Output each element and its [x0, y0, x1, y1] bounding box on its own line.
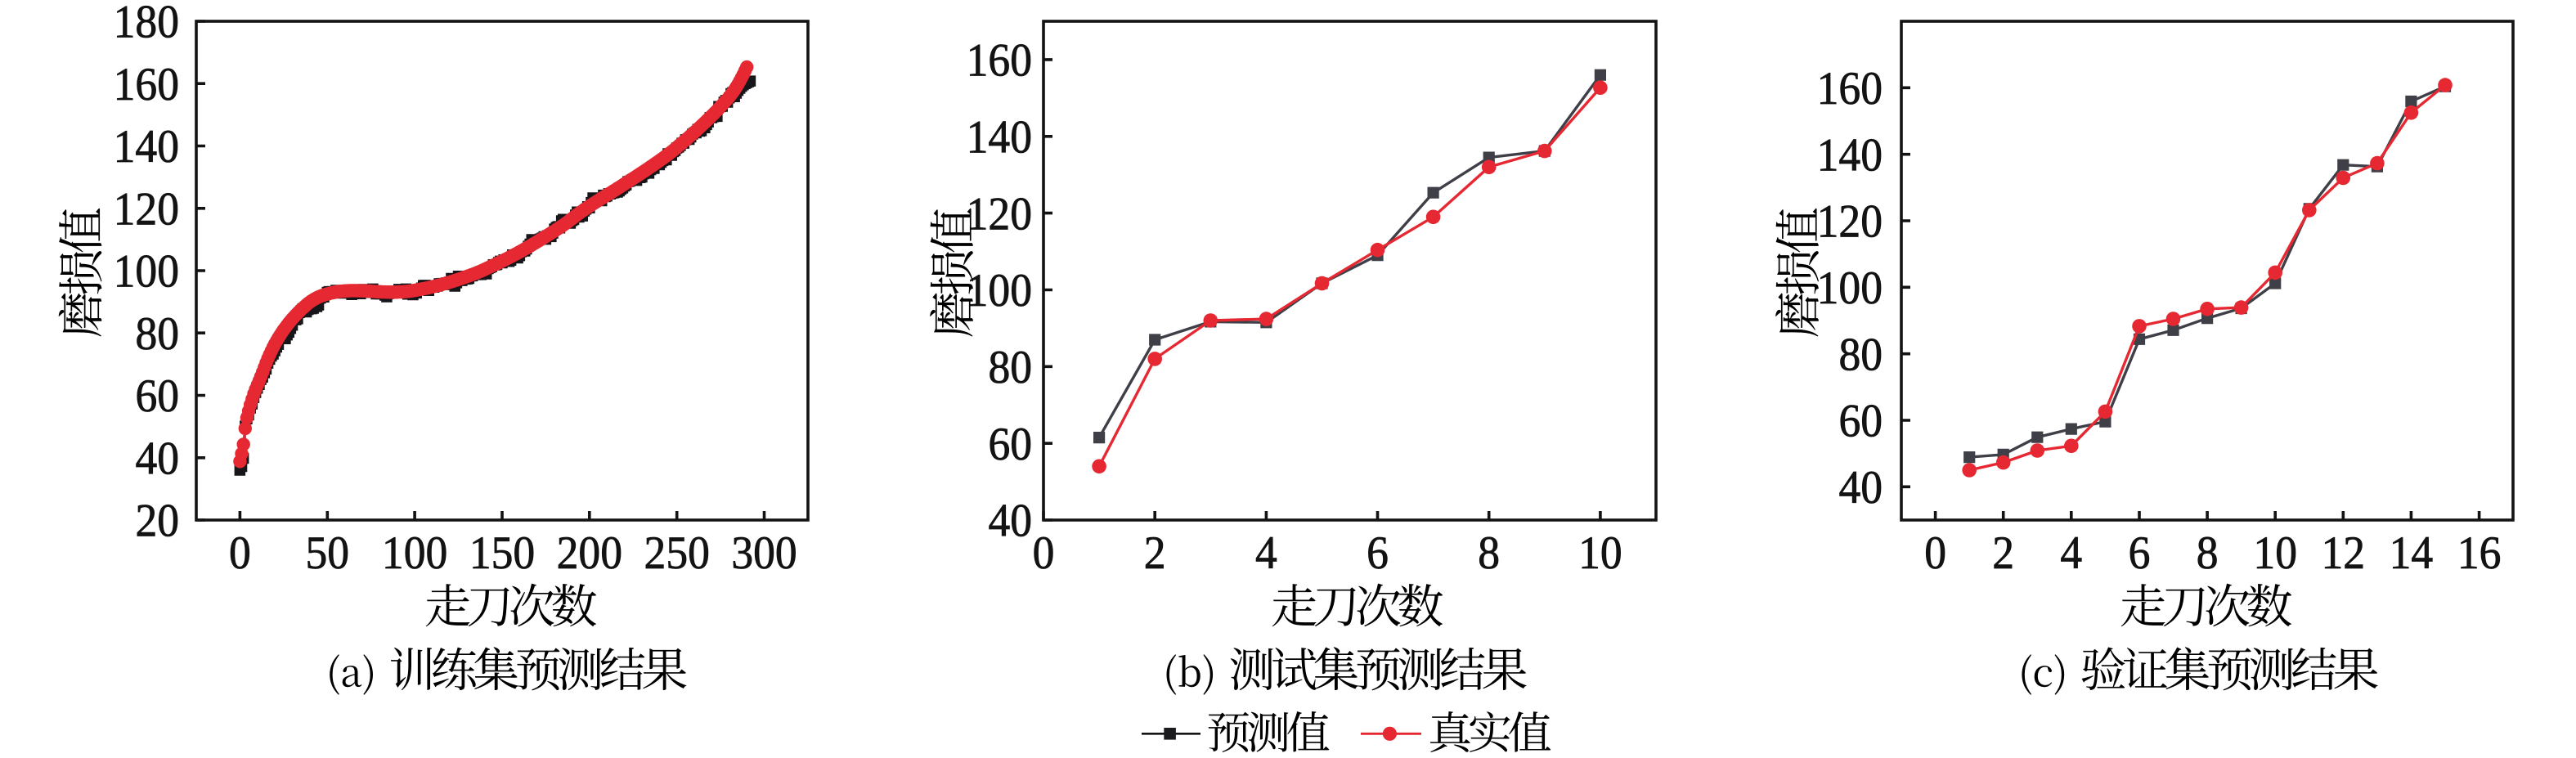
svg-text:12: 12: [2322, 527, 2366, 579]
svg-text:0: 0: [1924, 527, 1946, 579]
svg-text:140: 140: [1817, 129, 1883, 181]
svg-text:40: 40: [988, 495, 1032, 546]
svg-text:250: 250: [644, 527, 710, 579]
svg-text:80: 80: [988, 342, 1032, 393]
svg-text:0: 0: [229, 527, 251, 579]
svg-text:8: 8: [1478, 527, 1500, 579]
svg-text:180: 180: [114, 0, 179, 47]
svg-text:120: 120: [967, 188, 1032, 240]
svg-text:160: 160: [114, 58, 179, 110]
svg-text:16: 16: [2457, 527, 2502, 579]
svg-text:10: 10: [2253, 527, 2297, 579]
svg-text:6: 6: [1367, 527, 1389, 579]
svg-text:100: 100: [382, 527, 447, 579]
svg-text:50: 50: [306, 527, 350, 579]
svg-text:100: 100: [114, 245, 179, 297]
svg-text:2: 2: [1144, 527, 1166, 579]
svg-text:2: 2: [1992, 527, 2014, 579]
svg-text:20: 20: [135, 495, 179, 546]
svg-text:140: 140: [967, 111, 1032, 163]
svg-text:8: 8: [2197, 527, 2219, 579]
svg-text:4: 4: [2060, 527, 2082, 579]
svg-text:0: 0: [1033, 527, 1055, 579]
svg-text:80: 80: [1838, 329, 1883, 380]
svg-text:60: 60: [135, 370, 179, 422]
svg-text:60: 60: [1838, 395, 1883, 446]
svg-text:100: 100: [1817, 262, 1883, 314]
svg-text:4: 4: [1255, 527, 1277, 579]
svg-text:40: 40: [1838, 462, 1883, 514]
svg-text:14: 14: [2390, 527, 2434, 579]
svg-text:40: 40: [135, 433, 179, 484]
svg-text:120: 120: [114, 183, 179, 235]
svg-text:6: 6: [2129, 527, 2151, 579]
svg-text:10: 10: [1578, 527, 1622, 579]
svg-text:160: 160: [1817, 63, 1883, 114]
svg-text:300: 300: [731, 527, 797, 579]
svg-text:140: 140: [114, 121, 179, 173]
svg-text:150: 150: [469, 527, 535, 579]
svg-text:80: 80: [135, 307, 179, 359]
svg-text:100: 100: [967, 265, 1032, 316]
svg-text:120: 120: [1817, 195, 1883, 247]
svg-text:160: 160: [967, 34, 1032, 86]
svg-text:60: 60: [988, 418, 1032, 469]
svg-text:200: 200: [557, 527, 622, 579]
